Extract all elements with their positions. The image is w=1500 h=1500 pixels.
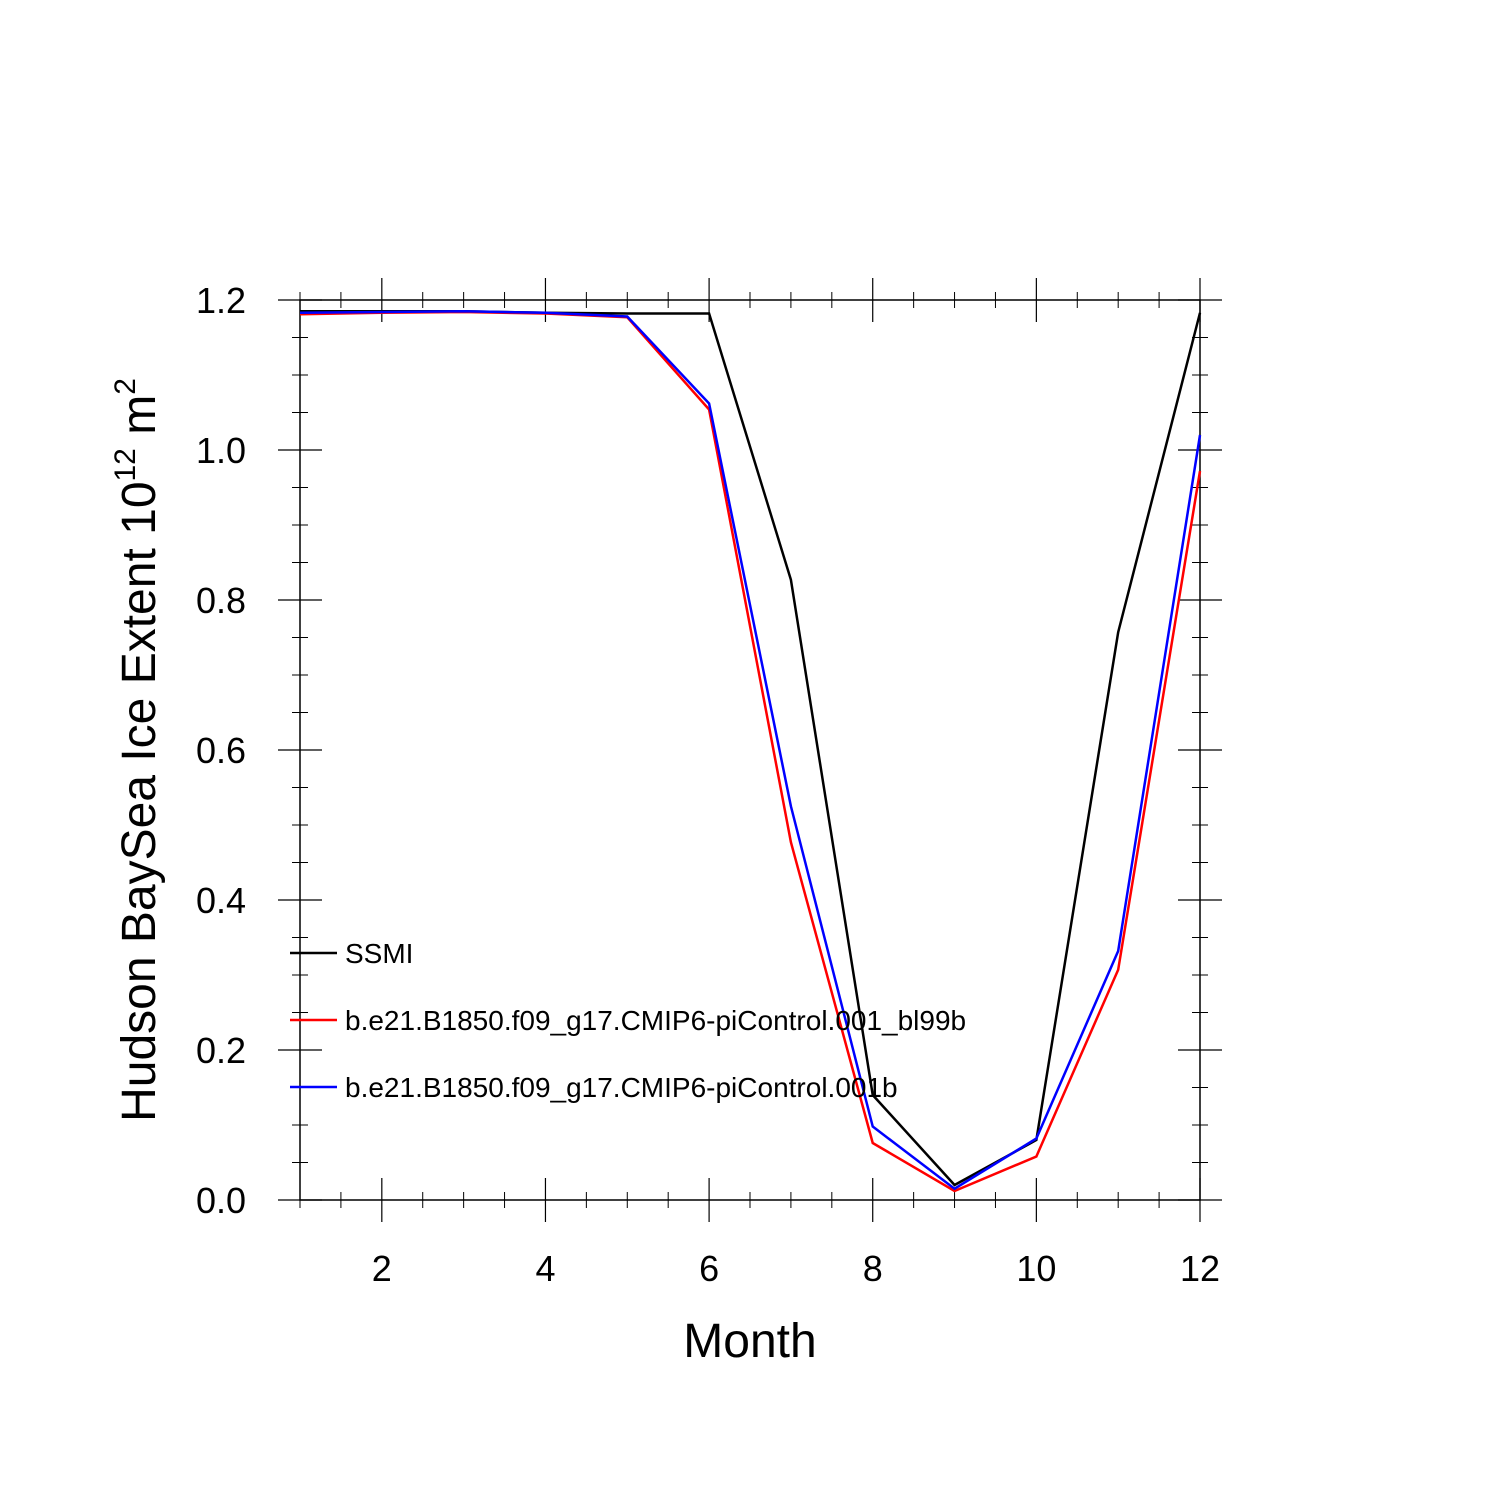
x-tick-label: 12 (1180, 1248, 1220, 1289)
y-tick-label: 0.2 (196, 1030, 246, 1071)
y-axis-title-prefix: Hudson BaySea Ice Extent 10 (113, 481, 166, 1121)
y-axis-title-unit-exponent: 2 (109, 378, 142, 395)
y-tick-label: 1.0 (196, 430, 246, 471)
y-tick-labels: 0.0 0.2 0.4 0.6 0.8 1.0 1.2 (196, 280, 246, 1221)
x-tick-label: 4 (535, 1248, 555, 1289)
series-line-1 (300, 310, 1202, 1187)
y-axis-title-unit: m (113, 395, 166, 448)
series-line-3 (299, 309, 1202, 1191)
y-axis-title: Hudson BaySea Ice Extent 1012 m2 (109, 378, 166, 1122)
y-tick-label: 0.6 (196, 730, 246, 771)
x-tick-label: 10 (1016, 1248, 1056, 1289)
minor-ticks (292, 292, 1208, 1208)
x-axis-title: Month (683, 1315, 816, 1368)
plot-frame (299, 299, 1201, 1201)
y-tick-label: 0.4 (196, 880, 246, 921)
x-tick-labels: 2 4 6 8 10 12 (372, 1248, 1220, 1289)
y-tick-label: 0.8 (196, 580, 246, 621)
x-tick-label: 6 (699, 1248, 719, 1289)
legend: SSMI b.e21.B1850.f09_g17.CMIP6-piControl.… (290, 938, 966, 1103)
legend-label-2: b.e21.B1850.f09_g17.CMIP6-piControl.001_… (345, 1005, 966, 1036)
series-lines (299, 309, 1202, 1193)
legend-label-3: b.e21.B1850.f09_g17.CMIP6-piControl.001b (345, 1072, 898, 1103)
y-tick-label: 1.2 (196, 280, 246, 321)
y-axis-title-exponent: 12 (109, 448, 142, 481)
legend-label-1: SSMI (345, 938, 413, 969)
x-tick-label: 2 (372, 1248, 392, 1289)
y-tick-label: 0.0 (196, 1180, 246, 1221)
x-tick-label: 8 (863, 1248, 883, 1289)
